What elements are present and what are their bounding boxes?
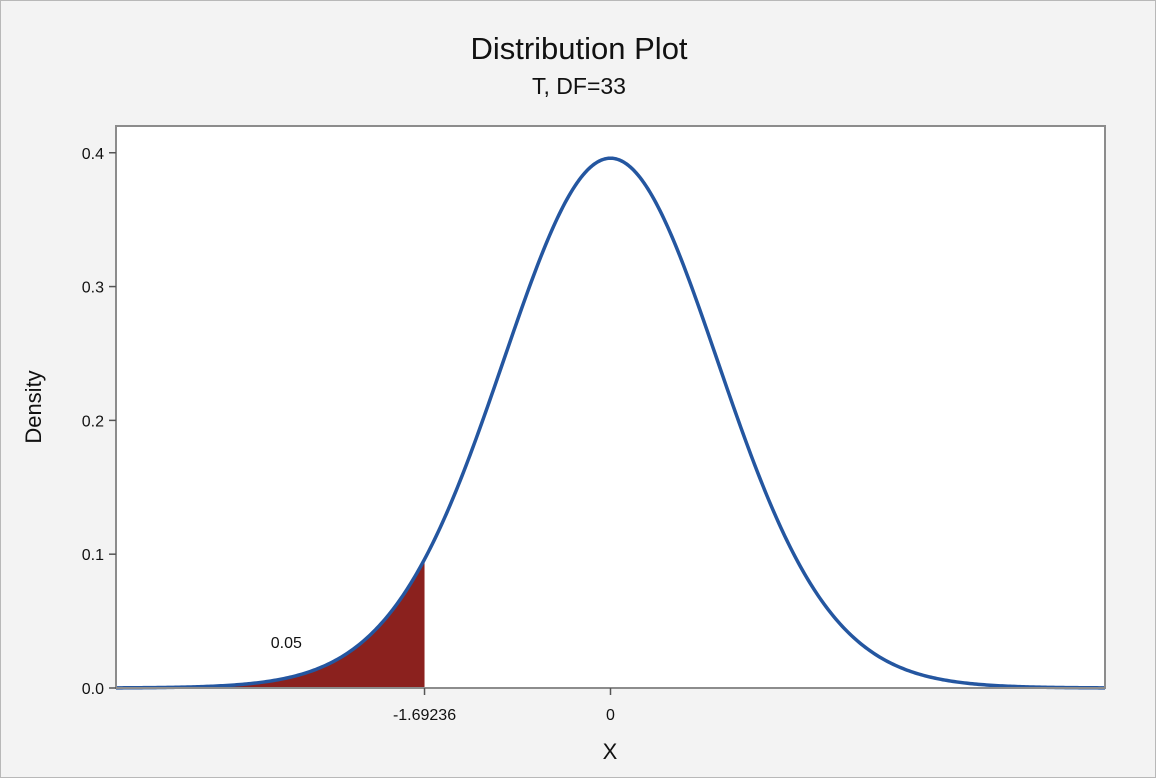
x-tick-label: 0 xyxy=(606,707,615,724)
shaded-region-layer xyxy=(116,559,425,688)
x-axis: -1.69236 0 xyxy=(393,688,615,724)
y-tick-label: 0.1 xyxy=(82,547,104,564)
density-curve-line xyxy=(116,156,1105,690)
density-curve-layer xyxy=(116,156,1105,690)
chart-subtitle: T, DF=33 xyxy=(532,73,626,99)
y-tick-label: 0.0 xyxy=(82,681,104,698)
shaded-area-label: 0.05 xyxy=(271,635,302,652)
plot-area xyxy=(116,126,1105,688)
y-tick-label: 0.2 xyxy=(82,413,104,430)
chart-title: Distribution Plot xyxy=(470,31,687,66)
shaded-tail-area xyxy=(116,559,425,688)
y-tick-label: 0.3 xyxy=(82,280,104,297)
x-axis-label: X xyxy=(603,739,618,764)
x-tick-label: -1.69236 xyxy=(393,707,456,724)
y-axis: 0.0 0.1 0.2 0.3 0.4 xyxy=(82,146,116,698)
y-tick-label: 0.4 xyxy=(82,146,104,163)
y-axis-label: Density xyxy=(21,370,46,443)
